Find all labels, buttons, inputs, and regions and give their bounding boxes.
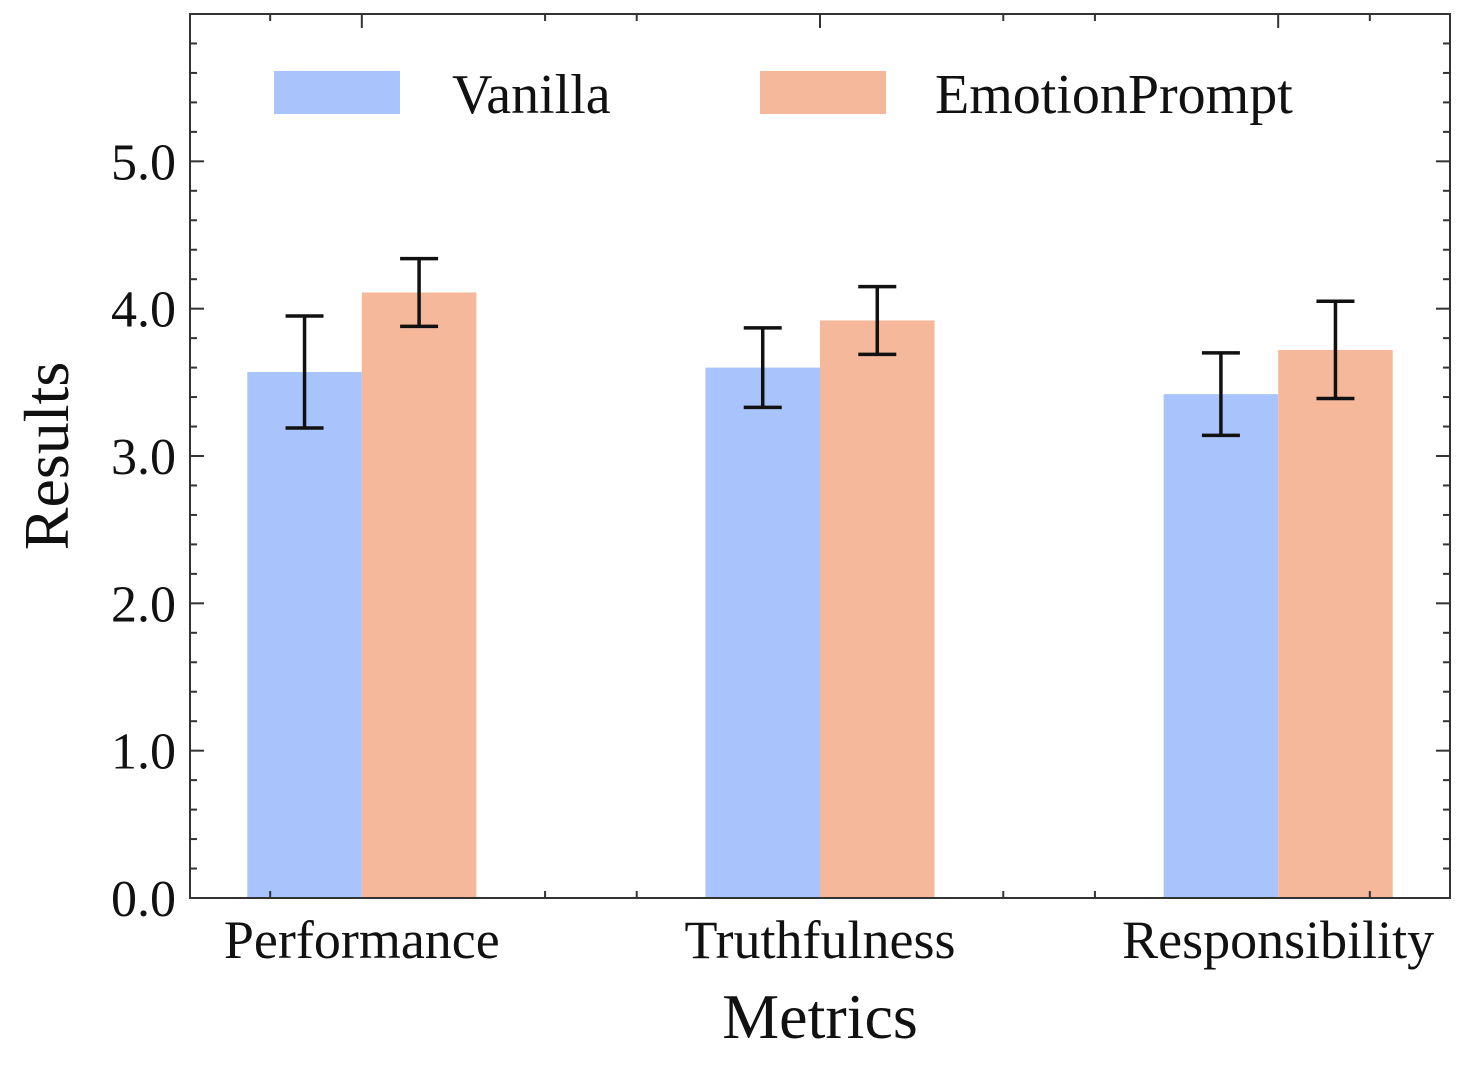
plot-frame xyxy=(189,13,1451,899)
error-bar-truthfulness-emotionprompt xyxy=(858,284,897,357)
error-bar-responsibility-emotionprompt xyxy=(1316,299,1355,401)
bar-performance-vanilla xyxy=(247,372,362,898)
x-tick-label: Truthfulness xyxy=(684,910,955,970)
legend-swatch-emotionprompt xyxy=(760,71,886,114)
bar-truthfulness-emotionprompt xyxy=(820,320,935,898)
bar-performance-emotionprompt xyxy=(361,292,477,899)
error-bar-performance-emotionprompt xyxy=(400,256,439,329)
error-bar-responsibility-vanilla xyxy=(1201,351,1240,438)
x-axis-label: Metrics xyxy=(722,981,918,1052)
bar-responsibility-vanilla xyxy=(1163,394,1279,898)
tick-marks xyxy=(190,13,1450,899)
y-tick-label: 5.0 xyxy=(111,134,176,191)
legend-swatch-vanilla xyxy=(274,71,400,114)
y-axis-label: Results xyxy=(11,362,82,550)
x-tick-label: Performance xyxy=(224,910,500,970)
legend-label-vanilla: Vanilla xyxy=(452,64,611,126)
error-bar-truthfulness-vanilla xyxy=(743,326,782,410)
bar-responsibility-emotionprompt xyxy=(1278,349,1393,898)
bar-truthfulness-vanilla xyxy=(705,367,820,899)
legend: Vanilla EmotionPrompt xyxy=(274,64,1293,126)
y-tick-label: 3.0 xyxy=(111,429,176,486)
x-tick-label: Responsibility xyxy=(1122,910,1434,970)
y-tick-label: 2.0 xyxy=(111,576,176,633)
error-bar-performance-vanilla xyxy=(285,314,324,430)
y-tick-label: 0.0 xyxy=(111,871,176,928)
legend-label-emotionprompt: EmotionPrompt xyxy=(935,64,1293,126)
y-tick-label: 4.0 xyxy=(111,282,176,339)
y-tick-label: 1.0 xyxy=(111,724,176,781)
